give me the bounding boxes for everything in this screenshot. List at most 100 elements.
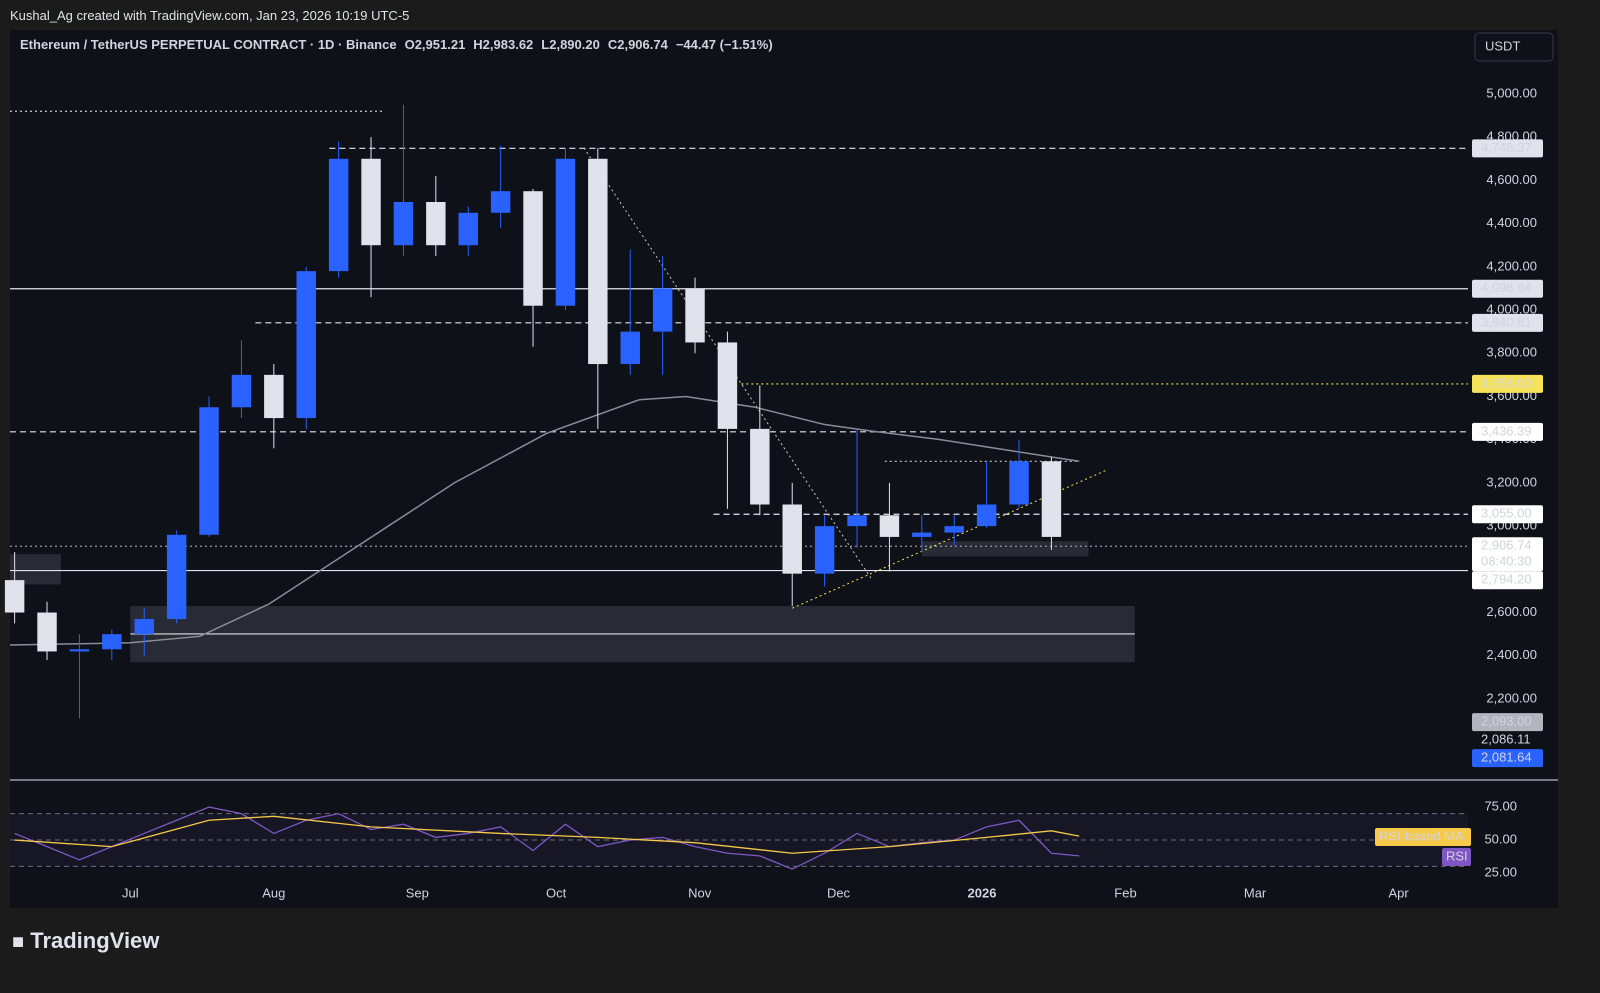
x-tick-label: Feb — [1114, 885, 1136, 900]
x-tick-label: Sep — [406, 885, 429, 900]
candle-body — [264, 374, 284, 419]
price-tag-label: 2,906.74 — [1481, 538, 1532, 553]
price-tag-label: 3,436.39 — [1481, 423, 1532, 438]
price-tag — [1472, 374, 1543, 393]
candle-body — [231, 374, 252, 408]
candle-body — [944, 526, 964, 533]
price-tag-label: 2,093.00 — [1481, 714, 1532, 729]
price-tag-label: 3,940.81 — [1481, 314, 1532, 329]
moving-average — [9, 395, 1080, 646]
brand: ■ TradingView — [12, 928, 159, 954]
candle-body — [847, 515, 867, 527]
y-tick-label: 4,600.00 — [1486, 172, 1537, 187]
ohlc-open: O2,951.21 — [405, 37, 466, 52]
price-tag — [1472, 139, 1543, 158]
y-tick-label: 2,200.00 — [1486, 690, 1537, 705]
x-tick-label: 2026 — [968, 885, 997, 900]
x-tick-label: Aug — [262, 885, 285, 900]
rsi-tick-label: 50.00 — [1484, 831, 1517, 846]
candle-body — [199, 407, 219, 535]
candle-body — [717, 342, 738, 429]
rsi-tag — [1442, 848, 1471, 866]
y-tick-label: 4,400.00 — [1486, 215, 1537, 230]
price-tag — [1472, 713, 1543, 732]
rsi-ma-line — [14, 815, 1080, 854]
price-tag — [1472, 571, 1543, 590]
candle-body — [879, 515, 900, 537]
y-tick-label: 3,200.00 — [1486, 474, 1537, 489]
rsi-tick-label: 25.00 — [1484, 864, 1517, 879]
price-tag — [1472, 537, 1543, 572]
x-tick-label: Apr — [1388, 885, 1409, 900]
trendline — [583, 147, 872, 579]
candle-body — [4, 580, 25, 613]
ohlc-low: L2,890.20 — [541, 37, 600, 52]
candle-body — [912, 532, 932, 537]
rsi-name: RSI — [1446, 848, 1468, 863]
currency[interactable]: USDT — [1485, 38, 1520, 53]
price-tag — [1472, 313, 1543, 332]
ohlc-change: −44.47 (−1.51%) — [676, 37, 773, 52]
zone — [921, 541, 1089, 557]
candle-body — [134, 619, 154, 635]
price-tag-label: 4,748.37 — [1481, 140, 1532, 155]
brand-text: TradingView — [30, 928, 160, 953]
candle-body — [555, 158, 576, 306]
candle-body — [102, 634, 122, 650]
candle-body — [458, 212, 478, 246]
x-tick-label: Oct — [546, 885, 567, 900]
y-tick-label: 2,400.00 — [1486, 647, 1537, 662]
candle-body — [166, 534, 187, 620]
price-tag-label: 2,794.20 — [1481, 572, 1532, 587]
y-tick-label: 3,800.00 — [1486, 345, 1537, 360]
price-tag-label: 3,055.00 — [1481, 506, 1532, 521]
candle-body — [69, 649, 90, 652]
y-tick-label: 5,000.00 — [1486, 85, 1537, 100]
price-tag-label: 3,658.00 — [1481, 375, 1532, 390]
y-tick-label: 4,000.00 — [1486, 301, 1537, 316]
rsi-ma-name: RSI-based MA — [1379, 828, 1464, 843]
logo-icon: ■ — [12, 931, 25, 953]
candle-body — [296, 271, 316, 419]
x-tick-label: Jul — [122, 885, 139, 900]
price-tag — [1472, 505, 1543, 524]
price-tag-label: 2,086.11 — [1481, 732, 1531, 747]
candle-body — [782, 504, 802, 574]
candle-body — [328, 158, 349, 272]
price-tag-label: 4,098.64 — [1481, 280, 1532, 295]
x-tick-label: Dec — [827, 885, 851, 900]
credit: Kushal_Ag created with TradingView.com, … — [10, 8, 410, 23]
candle-body — [1041, 461, 1062, 537]
candle-body — [426, 201, 446, 246]
candle-body — [685, 288, 705, 343]
zone — [10, 554, 61, 585]
candle-body — [393, 201, 414, 246]
price-tag-label: 2,081.64 — [1481, 750, 1532, 765]
candle-body — [976, 504, 997, 527]
ohlc-high: H2,983.62 — [473, 37, 533, 52]
price-tag — [1472, 279, 1543, 298]
candle-body — [814, 526, 835, 574]
symbol-name: Ethereum / TetherUS PERPETUAL CONTRACT ·… — [20, 37, 397, 52]
candle-body — [652, 288, 673, 332]
rsi-ma-tag — [1375, 828, 1471, 846]
candle-body — [523, 191, 543, 306]
chart-bg — [10, 30, 1558, 908]
price-tag — [1472, 749, 1543, 768]
y-tick-label: 2,600.00 — [1486, 604, 1537, 619]
y-tick-label: 4,200.00 — [1486, 258, 1537, 273]
price-tag — [1472, 422, 1543, 441]
candle-body — [588, 158, 608, 365]
countdown: 08:40:30 — [1481, 554, 1532, 569]
candle-body — [1009, 461, 1029, 505]
x-tick-label: Mar — [1244, 885, 1267, 900]
currency-button[interactable] — [1474, 32, 1554, 62]
rsi-tick-label: 75.00 — [1484, 799, 1517, 814]
symbol: Ethereum / TetherUS PERPETUAL CONTRACT ·… — [20, 37, 773, 52]
ohlc-close: C2,906.74 — [608, 37, 669, 52]
candle-body — [750, 428, 770, 505]
candle-body — [37, 612, 57, 652]
candle-body — [361, 158, 381, 246]
